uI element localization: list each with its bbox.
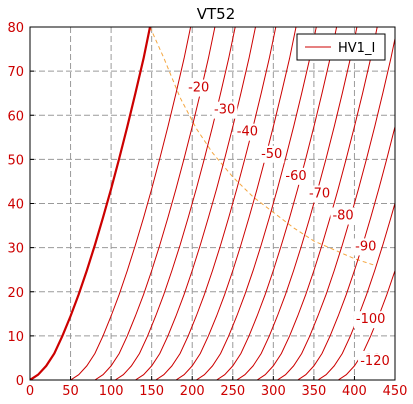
bias-label-text: -100	[356, 312, 386, 327]
bias-label-text: -60	[285, 169, 306, 184]
grid-curve	[70, 27, 192, 380]
bias-label-background	[234, 123, 260, 141]
y-tick-label: 50	[7, 153, 24, 168]
bias-label-background	[330, 207, 356, 225]
bias-label: -50	[259, 145, 285, 163]
bias-label-text: -90	[355, 239, 376, 254]
bias-label: -90	[353, 238, 379, 256]
bias-label-background	[283, 167, 309, 185]
x-tick-label: 200	[180, 384, 205, 399]
legend-entry-hv1-i: HV1_I	[338, 41, 375, 56]
grid-curve	[216, 27, 338, 380]
grid-curve	[236, 27, 358, 380]
curve-labels-layer: -20-30-40-50-60-70-80-90-100-11-120	[186, 79, 392, 371]
bias-label: -20	[186, 79, 212, 97]
y-tick-label: 70	[7, 65, 24, 80]
bias-label-text: -80	[332, 209, 353, 224]
bias-label: -60	[283, 167, 309, 185]
bias-label-background	[259, 145, 285, 163]
bias-label-text: -30	[214, 103, 235, 118]
grid-curve	[155, 27, 277, 380]
x-tick-label: 50	[62, 384, 79, 399]
y-tick-label: 60	[7, 109, 24, 124]
bias-label-text: -40	[237, 125, 258, 140]
grid-curve	[277, 36, 395, 380]
x-tick-label: 250	[220, 384, 245, 399]
bias-label-background	[212, 101, 238, 119]
y-tick-label: 80	[7, 21, 24, 36]
grid-curve	[337, 270, 395, 380]
bias-label: -100	[353, 311, 388, 329]
x-tick-label: 450	[383, 384, 408, 399]
bias-label: -120	[358, 353, 392, 371]
bias-label: -40	[234, 123, 260, 141]
grid-curve	[196, 27, 317, 380]
chart-title: VT52	[197, 5, 236, 23]
grid-curve	[297, 126, 395, 380]
x-tick-label: 350	[301, 384, 326, 399]
legend: HV1_I	[296, 33, 386, 61]
bias-label: -30	[212, 101, 238, 119]
bias-label-background	[353, 238, 379, 256]
bias-label-text: -70	[309, 186, 330, 201]
y-tick-label: 40	[7, 198, 24, 213]
zero-bias-curve	[30, 27, 152, 380]
y-tick-label: 30	[7, 242, 24, 257]
grid-curve	[175, 27, 297, 380]
bias-label-background	[358, 353, 392, 371]
bias-label-background	[353, 311, 388, 329]
bias-label: -80	[330, 207, 356, 225]
bias-label: -70	[306, 185, 333, 203]
ticks-layer: 0 50 100 150 200 250 300 350 400 450 0 10 20 30 40 50 60…	[7, 21, 407, 399]
x-tick-label: 0	[26, 384, 34, 399]
x-tick-label: 400	[342, 384, 367, 399]
grid-curve	[94, 27, 216, 380]
bias-label-text: -20	[188, 81, 209, 96]
x-tick-label: 100	[99, 384, 124, 399]
grid-curve	[256, 27, 378, 380]
bias-label-text: -120	[360, 354, 390, 369]
y-tick-label: 0	[16, 374, 24, 389]
bias-label-background	[306, 185, 333, 203]
x-tick-label: 300	[261, 384, 286, 399]
x-tick-label: 150	[139, 384, 164, 399]
bias-label-text: -50	[261, 147, 282, 162]
bias-label-background	[186, 79, 212, 97]
y-tick-label: 10	[7, 330, 24, 345]
y-tick-label: 20	[7, 286, 24, 301]
